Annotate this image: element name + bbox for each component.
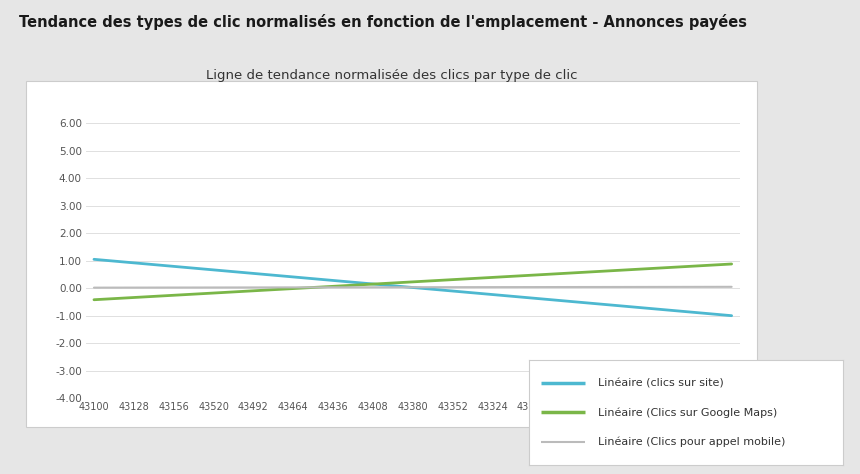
Text: Linéaire (Clics pour appel mobile): Linéaire (Clics pour appel mobile) (598, 437, 785, 447)
Text: Linéaire (Clics sur Google Maps): Linéaire (Clics sur Google Maps) (598, 407, 777, 418)
Text: Linéaire (clics sur site): Linéaire (clics sur site) (598, 378, 724, 388)
Text: Tendance des types de clic normalisés en fonction de l'emplacement - Annonces pa: Tendance des types de clic normalisés en… (19, 14, 747, 30)
Text: Ligne de tendance normalisée des clics par type de clic: Ligne de tendance normalisée des clics p… (206, 69, 577, 82)
